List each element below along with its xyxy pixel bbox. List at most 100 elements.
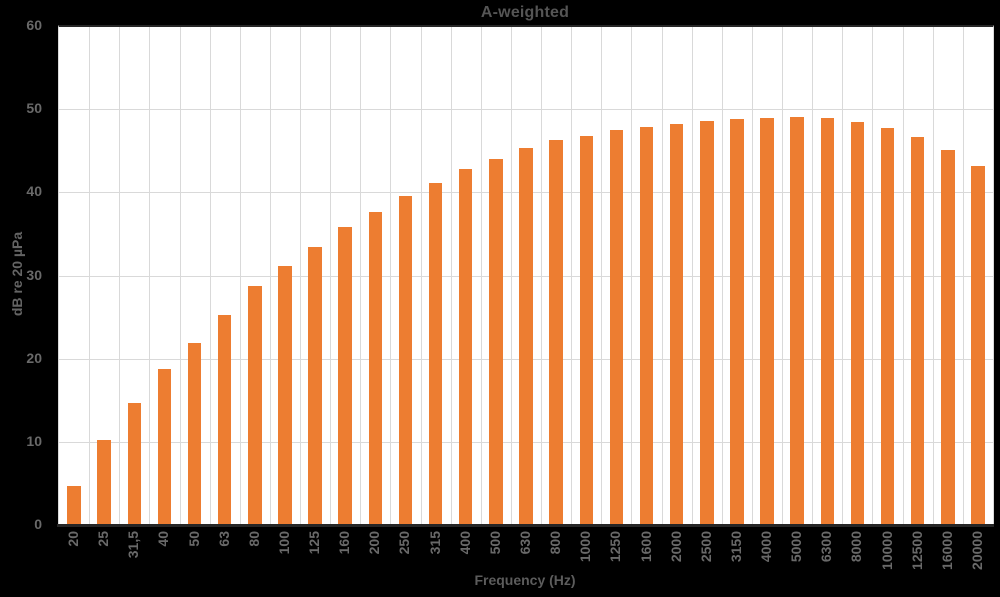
bar-2500hz: [700, 120, 714, 526]
bar-10000hz: [880, 128, 895, 526]
y-tick-label: 20: [26, 349, 42, 366]
x-tick-label: 630: [517, 531, 533, 555]
x-tick-label: 500: [486, 531, 503, 555]
chart-title: A-weighted: [480, 4, 570, 21]
x-tick-label: 100: [275, 531, 292, 555]
vertical-gridline: [390, 27, 392, 526]
x-tick-label: 6300: [818, 531, 835, 563]
bar-40hz: [157, 368, 172, 526]
vertical-gridline: [782, 27, 784, 526]
x-tick-label: 25: [95, 531, 112, 547]
vertical-gridline: [510, 27, 512, 526]
vertical-gridline: [812, 27, 814, 526]
x-tick-label: 250: [396, 531, 413, 555]
vertical-gridline: [269, 27, 271, 526]
x-tick-label: 63: [215, 531, 232, 547]
vertical-gridline: [239, 27, 241, 526]
bar-63hz: [217, 314, 232, 526]
vertical-gridline: [480, 27, 482, 526]
y-tick-label: 30: [26, 266, 42, 283]
x-tick-label: 8000: [848, 531, 865, 563]
bar-100hz: [278, 265, 292, 526]
vertical-gridline: [932, 27, 934, 526]
y-tick-label: 60: [26, 17, 42, 33]
x-tick-label: 2000: [667, 531, 684, 563]
bar-50hz: [187, 343, 202, 526]
x-tick-label: 1250: [607, 531, 624, 563]
x-tick-label: 16000: [938, 531, 955, 570]
y-axis-tick-labels: 0 10 20 30 40 50 60: [0, 18, 50, 531]
x-tick-label: 3150: [727, 531, 744, 563]
x-axis-line: [57, 524, 994, 527]
x-tick-label: 125: [306, 531, 323, 555]
bar-630hz: [519, 148, 533, 526]
bar-800hz: [549, 140, 563, 526]
vertical-gridline: [601, 27, 603, 526]
bar-12500hz: [910, 136, 925, 526]
x-tick-label: 1000: [577, 531, 594, 563]
bar-4000hz: [760, 118, 774, 526]
x-tick-label: 200: [366, 531, 383, 555]
vertical-gridline: [360, 27, 362, 526]
vertical-gridline: [842, 27, 844, 526]
vertical-gridline: [962, 27, 964, 526]
bar-1250hz: [609, 130, 624, 526]
vertical-gridline: [872, 27, 874, 526]
bar-20000hz: [971, 165, 985, 526]
vertical-gridline: [902, 27, 904, 526]
vertical-gridline: [631, 27, 633, 526]
bar-315hz: [428, 182, 443, 526]
x-tick-label: 31,5: [125, 531, 142, 559]
x-tick-label: 400: [456, 531, 473, 555]
x-axis-title: Frequency (Hz): [474, 572, 576, 588]
x-tick-label: 5000: [788, 531, 805, 563]
y-tick-label: 40: [26, 183, 42, 200]
x-tick-label: 50: [185, 531, 202, 547]
plot-area: [58, 25, 994, 526]
bar-6300hz: [820, 118, 835, 526]
vertical-gridline: [751, 27, 753, 526]
bar-250hz: [398, 195, 413, 526]
x-tick-label: 20000: [968, 531, 985, 570]
bar-3150hz: [730, 119, 744, 526]
bar-25hz: [97, 440, 111, 526]
bar-8000hz: [850, 121, 865, 526]
bar-400hz: [458, 169, 473, 526]
x-tick-label: 40: [155, 531, 172, 547]
vertical-gridline: [450, 27, 452, 526]
x-tick-label: 12500: [908, 531, 925, 570]
x-tick-label: 10000: [878, 531, 895, 570]
vertical-gridline: [119, 27, 121, 526]
bar-200hz: [368, 211, 383, 526]
bar-20hz: [67, 486, 81, 526]
vertical-gridline: [661, 27, 663, 526]
vertical-gridline: [300, 27, 302, 526]
vertical-gridline: [691, 27, 693, 526]
vertical-gridline: [209, 27, 211, 526]
vertical-gridline: [541, 27, 543, 526]
vertical-gridline: [330, 27, 332, 526]
bar-500hz: [489, 159, 503, 526]
bar-5000hz: [790, 116, 804, 526]
vertical-gridline: [149, 27, 151, 526]
x-tick-label: 80: [245, 531, 262, 547]
x-tick-label: 800: [547, 531, 564, 555]
bar-31_5hz: [127, 402, 142, 526]
vertical-gridline: [571, 27, 573, 526]
y-tick-label: 10: [26, 432, 42, 449]
x-tick-label: 2500: [697, 531, 714, 563]
x-tick-label: 160: [336, 531, 353, 555]
vertical-gridline: [89, 27, 91, 526]
bar-1000hz: [579, 135, 593, 526]
bar-160hz: [338, 227, 352, 526]
bar-1600hz: [639, 126, 654, 526]
vertical-gridline: [420, 27, 422, 526]
x-tick-label: 4000: [758, 531, 775, 563]
horizontal-gridline: [59, 109, 993, 111]
x-tick-label: 20: [65, 531, 82, 547]
bar-80hz: [248, 286, 262, 526]
bar-2000hz: [669, 124, 684, 526]
bar-125hz: [308, 246, 322, 526]
bar-16000hz: [941, 150, 955, 526]
